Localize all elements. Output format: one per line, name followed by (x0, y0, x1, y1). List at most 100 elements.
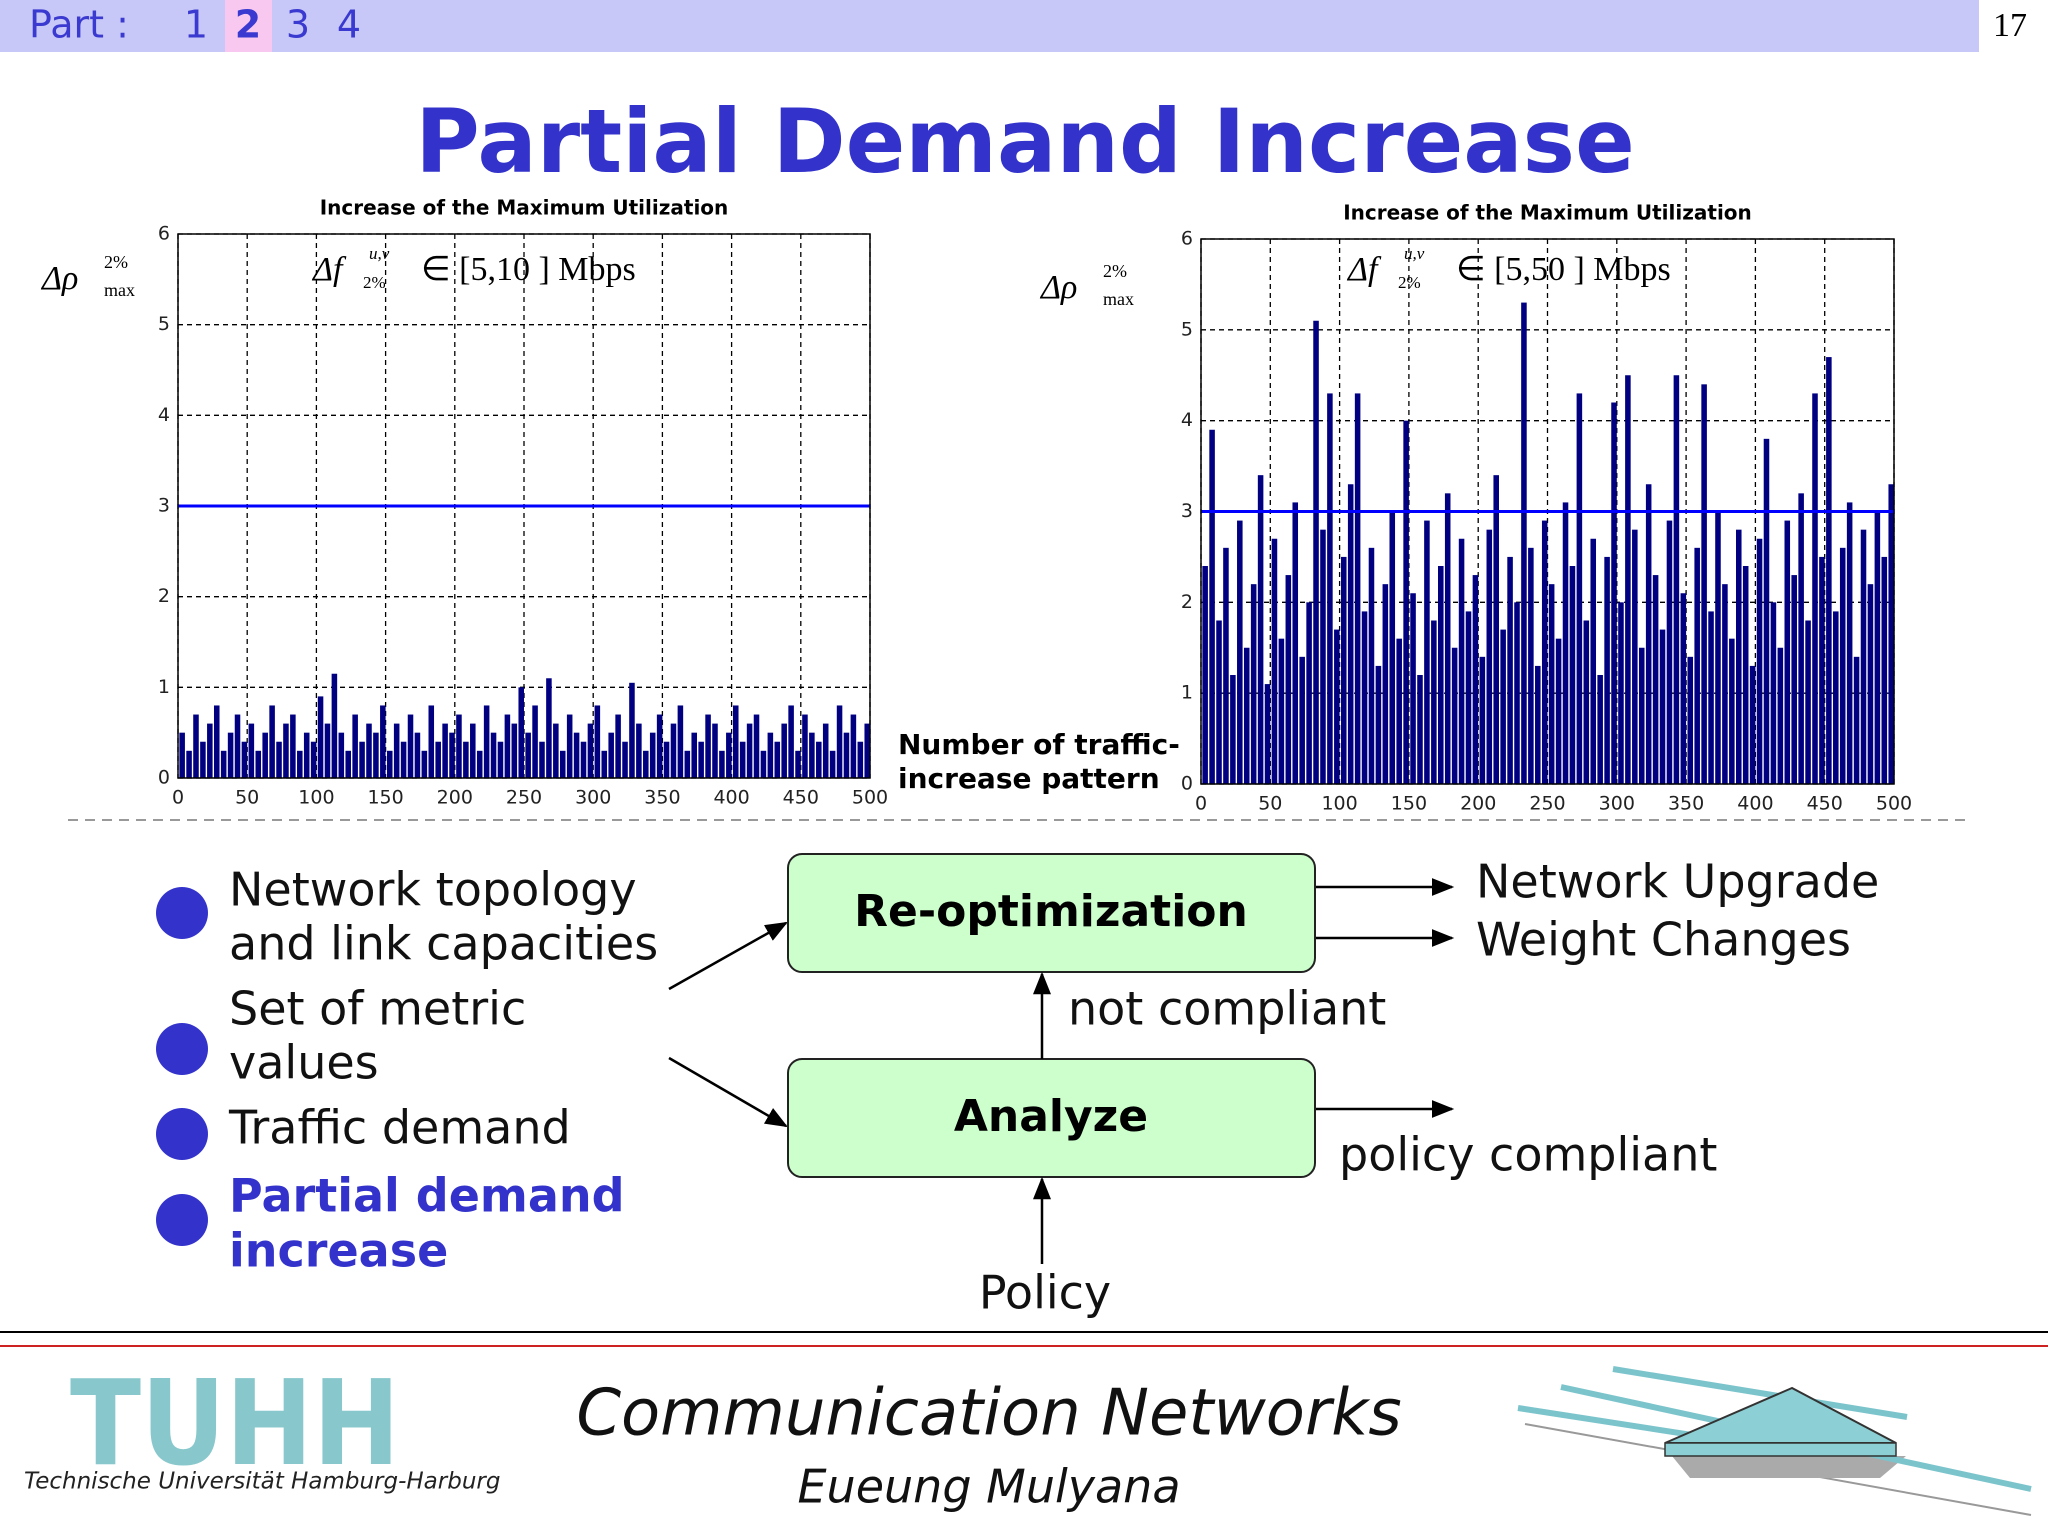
bar (1645, 484, 1652, 784)
bar (1846, 502, 1853, 784)
part-link[interactable]: 1 (184, 3, 208, 47)
x-label: Number of traffic- (898, 728, 1180, 761)
bar (317, 696, 324, 778)
bar (1853, 656, 1860, 784)
bar (719, 750, 725, 778)
bar (746, 723, 753, 778)
bar (1874, 511, 1881, 784)
bar (1735, 529, 1742, 784)
bar (1479, 656, 1486, 784)
bar (1791, 575, 1797, 784)
bar (573, 732, 580, 778)
bar (380, 705, 386, 778)
y-tick-label: 1 (158, 676, 170, 698)
bar (587, 723, 594, 778)
y-tick-label: 5 (1181, 318, 1193, 340)
bar (601, 750, 608, 778)
bar (442, 723, 448, 778)
bar (1354, 393, 1361, 784)
bar (283, 723, 289, 778)
reoptimize-box (787, 853, 1316, 973)
bar (1202, 566, 1208, 784)
bar (1881, 556, 1888, 784)
bar (539, 741, 545, 778)
bar (1410, 593, 1416, 784)
bar (857, 741, 864, 778)
bar (449, 732, 455, 778)
x-tick-label: 400 (1737, 793, 1773, 815)
bar (1618, 602, 1624, 784)
bar (1368, 547, 1375, 784)
bar (1327, 393, 1333, 784)
bar (414, 732, 421, 778)
bar (850, 714, 857, 778)
y-tick-label: 5 (158, 313, 170, 335)
bar (1777, 647, 1784, 784)
bar (1444, 493, 1451, 784)
part-label: Part : (29, 3, 129, 47)
bar (732, 705, 739, 778)
bar (553, 723, 559, 778)
bar (643, 750, 649, 778)
bar (276, 741, 282, 778)
course: Communication Networks (576, 1377, 1401, 1451)
bar (241, 741, 248, 778)
bullet-text: values (229, 1036, 379, 1090)
bar (359, 741, 365, 778)
bar (1763, 438, 1770, 784)
y-label: Δρ (1039, 269, 1077, 306)
bar (248, 723, 255, 778)
bar (774, 741, 781, 778)
bar (1749, 665, 1756, 784)
bar (1576, 393, 1583, 784)
x-tick-label: 400 (713, 787, 749, 809)
chart-title: Increase of the Maximum Utilization (320, 196, 729, 220)
bar (1812, 393, 1818, 784)
bar (200, 741, 206, 778)
bar (290, 714, 296, 778)
author: Eueung Mulyana (797, 1460, 1180, 1514)
bar (1659, 629, 1666, 784)
bar (393, 723, 400, 778)
bar (1722, 584, 1728, 784)
bar (213, 705, 220, 778)
bar (809, 732, 815, 778)
box-label: Re-optimization (854, 886, 1248, 937)
part-link[interactable]: 4 (337, 3, 361, 47)
bar (179, 732, 185, 778)
bar (255, 750, 262, 778)
bar (1694, 547, 1700, 784)
bar (490, 732, 497, 778)
bar (1826, 357, 1832, 784)
x-tick-label: 250 (1529, 793, 1565, 815)
bar (1237, 520, 1243, 784)
x-tick-label: 0 (1195, 793, 1207, 815)
bar (220, 750, 227, 778)
x-tick-label: 50 (235, 787, 259, 809)
bar (802, 714, 808, 778)
bar (470, 723, 476, 778)
bar (303, 732, 310, 778)
bar (532, 705, 538, 778)
bar (1223, 547, 1229, 784)
bar (1729, 638, 1735, 784)
bar (1535, 665, 1541, 784)
bar (1590, 538, 1597, 784)
part-link[interactable]: 3 (286, 3, 310, 47)
bar (1285, 575, 1292, 784)
y-tick-label: 6 (158, 223, 170, 245)
bar (1306, 602, 1312, 784)
bar (1320, 529, 1326, 784)
part-link[interactable]: 2 (235, 3, 261, 47)
bar (1396, 638, 1402, 784)
bar (1458, 538, 1465, 784)
bar (1625, 375, 1631, 784)
bar (386, 750, 393, 778)
bar (1805, 620, 1811, 784)
diagram-label: Network Upgrade (1476, 855, 1879, 909)
annotation-sup: u,v (369, 244, 390, 263)
bullet-dot (156, 1108, 208, 1160)
bar (691, 732, 697, 778)
bar (1680, 593, 1687, 784)
